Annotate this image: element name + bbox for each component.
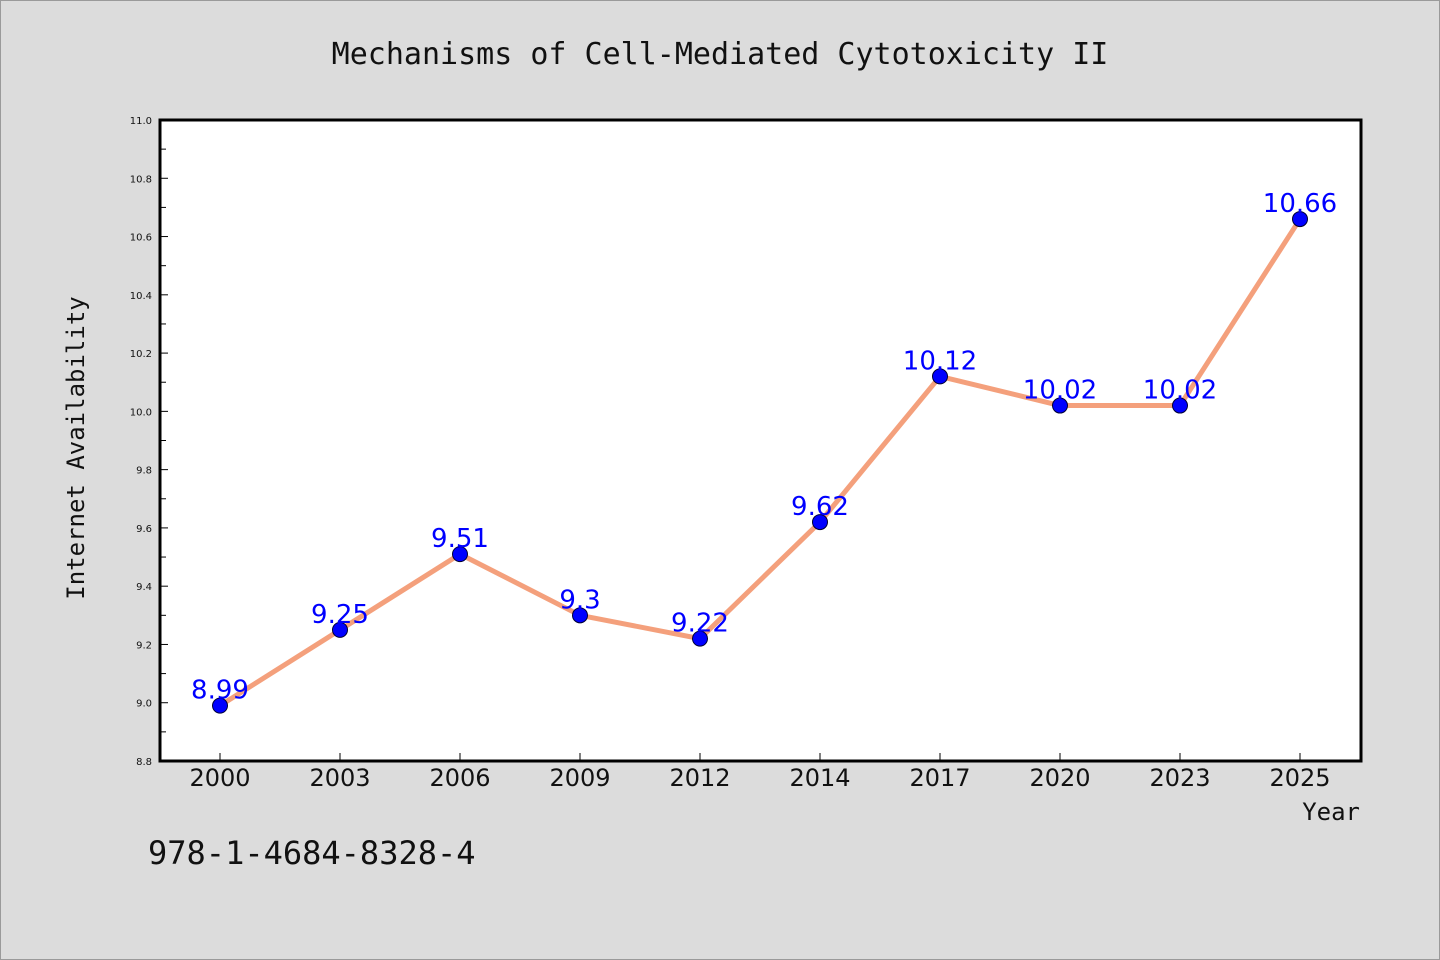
data-label: 9.25 <box>311 600 369 630</box>
data-point <box>812 514 828 531</box>
marker-group <box>212 211 1308 714</box>
data-point <box>932 368 948 385</box>
isbn-text: 978-1-4684-8328-4 <box>148 834 476 872</box>
data-point <box>332 621 348 638</box>
series-line-group <box>217 216 1303 709</box>
data-label-group: 8.99 9.25 9.51 9.3 9.22 9.62 10.12 10.02 10.02 10… <box>191 189 1337 706</box>
x-tick-label: 2003 <box>309 764 370 792</box>
data-label: 10.12 <box>903 346 977 376</box>
x-axis: 2000 2003 2006 2009 2012 2014 2017 2020 2023 2025 <box>189 753 1331 792</box>
data-point <box>692 630 708 647</box>
data-label: 9.51 <box>431 524 489 554</box>
y-tick-label: 9.8 <box>136 466 152 477</box>
data-label: 8.99 <box>191 676 249 706</box>
y-axis: 8.8 9.0 9.2 9.4 9.6 9.8 10.0 10.2 10.4 10.6 10.8 11… <box>130 116 168 768</box>
chart-title: Mechanisms of Cell-Mediated Cytotoxicity… <box>332 37 1109 72</box>
x-tick-label: 2000 <box>189 764 250 792</box>
y-tick-label: 9.4 <box>136 582 152 593</box>
x-tick-label: 2020 <box>1029 764 1090 792</box>
data-label: 9.22 <box>671 609 729 639</box>
series-line <box>217 216 1303 709</box>
data-label: 10.66 <box>1263 189 1337 219</box>
y-tick-label: 10.0 <box>130 407 152 418</box>
data-point <box>1172 397 1188 414</box>
x-tick-label: 2009 <box>549 764 610 792</box>
data-point <box>1292 211 1308 228</box>
data-label: 9.3 <box>559 585 600 615</box>
data-point <box>212 697 228 714</box>
y-tick-label: 10.4 <box>130 291 152 302</box>
y-tick-label: 10.8 <box>130 174 152 185</box>
data-label: 9.62 <box>791 492 849 522</box>
data-point <box>1052 397 1068 414</box>
data-point <box>572 607 588 624</box>
x-tick-label: 2014 <box>789 764 850 792</box>
y-axis-label: Internet Availability <box>62 296 90 599</box>
x-axis-label: Year <box>1302 798 1360 826</box>
y-tick-label: 8.8 <box>136 757 152 768</box>
x-tick-label: 2023 <box>1149 764 1210 792</box>
y-tick-label: 10.2 <box>130 349 152 360</box>
plot-area <box>158 118 1363 763</box>
y-tick-label: 9.2 <box>136 640 152 651</box>
data-point <box>452 546 468 563</box>
x-tick-label: 2025 <box>1269 764 1330 792</box>
x-tick-label: 2006 <box>429 764 490 792</box>
y-tick-label: 11.0 <box>130 116 152 127</box>
x-tick-label: 2017 <box>909 764 970 792</box>
y-tick-label: 10.6 <box>130 233 152 244</box>
y-tick-label: 9.0 <box>136 699 152 710</box>
data-label: 10.02 <box>1023 376 1097 406</box>
y-tick-label: 9.6 <box>136 524 152 535</box>
data-label: 10.02 <box>1143 376 1217 406</box>
x-tick-label: 2012 <box>669 764 730 792</box>
